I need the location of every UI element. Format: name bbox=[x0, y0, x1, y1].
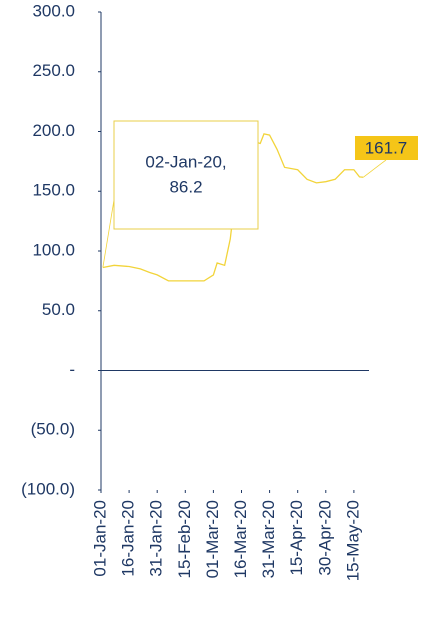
x-tick-label: 01-Mar-20 bbox=[203, 500, 222, 578]
x-tick-label: 01-Jan-20 bbox=[90, 500, 109, 577]
end-label-box bbox=[355, 136, 418, 160]
y-tick-label: 150.0 bbox=[32, 181, 75, 200]
end-label: 161.7 bbox=[365, 138, 408, 157]
annotation-leader bbox=[102, 199, 115, 268]
end-label-leader bbox=[363, 159, 387, 178]
annotation-label: 02-Jan-20, bbox=[145, 152, 226, 171]
y-tick-label: 300.0 bbox=[32, 1, 75, 20]
y-tick-label: 100.0 bbox=[32, 240, 75, 259]
y-tick-label: (50.0) bbox=[31, 420, 75, 439]
x-tick-label: 16-Mar-20 bbox=[231, 500, 250, 578]
x-tick-label: 15-Feb-20 bbox=[175, 500, 194, 578]
x-tick-label: 31-Mar-20 bbox=[259, 500, 278, 578]
x-tick-label: 15-Apr-20 bbox=[287, 500, 306, 576]
annotation-box bbox=[113, 120, 259, 230]
annotation-label: 86.2 bbox=[169, 177, 202, 196]
y-tick-label: 200.0 bbox=[32, 121, 75, 140]
y-tick-label: - bbox=[69, 360, 75, 379]
y-tick-label: 250.0 bbox=[32, 61, 75, 80]
x-tick-label: 31-Jan-20 bbox=[147, 500, 166, 577]
y-tick-label: (100.0) bbox=[21, 479, 75, 498]
y-tick-label: 50.0 bbox=[42, 300, 75, 319]
x-tick-label: 15-May-20 bbox=[343, 500, 362, 581]
x-tick-label: 30-Apr-20 bbox=[315, 500, 334, 576]
x-tick-label: 16-Jan-20 bbox=[119, 500, 138, 577]
